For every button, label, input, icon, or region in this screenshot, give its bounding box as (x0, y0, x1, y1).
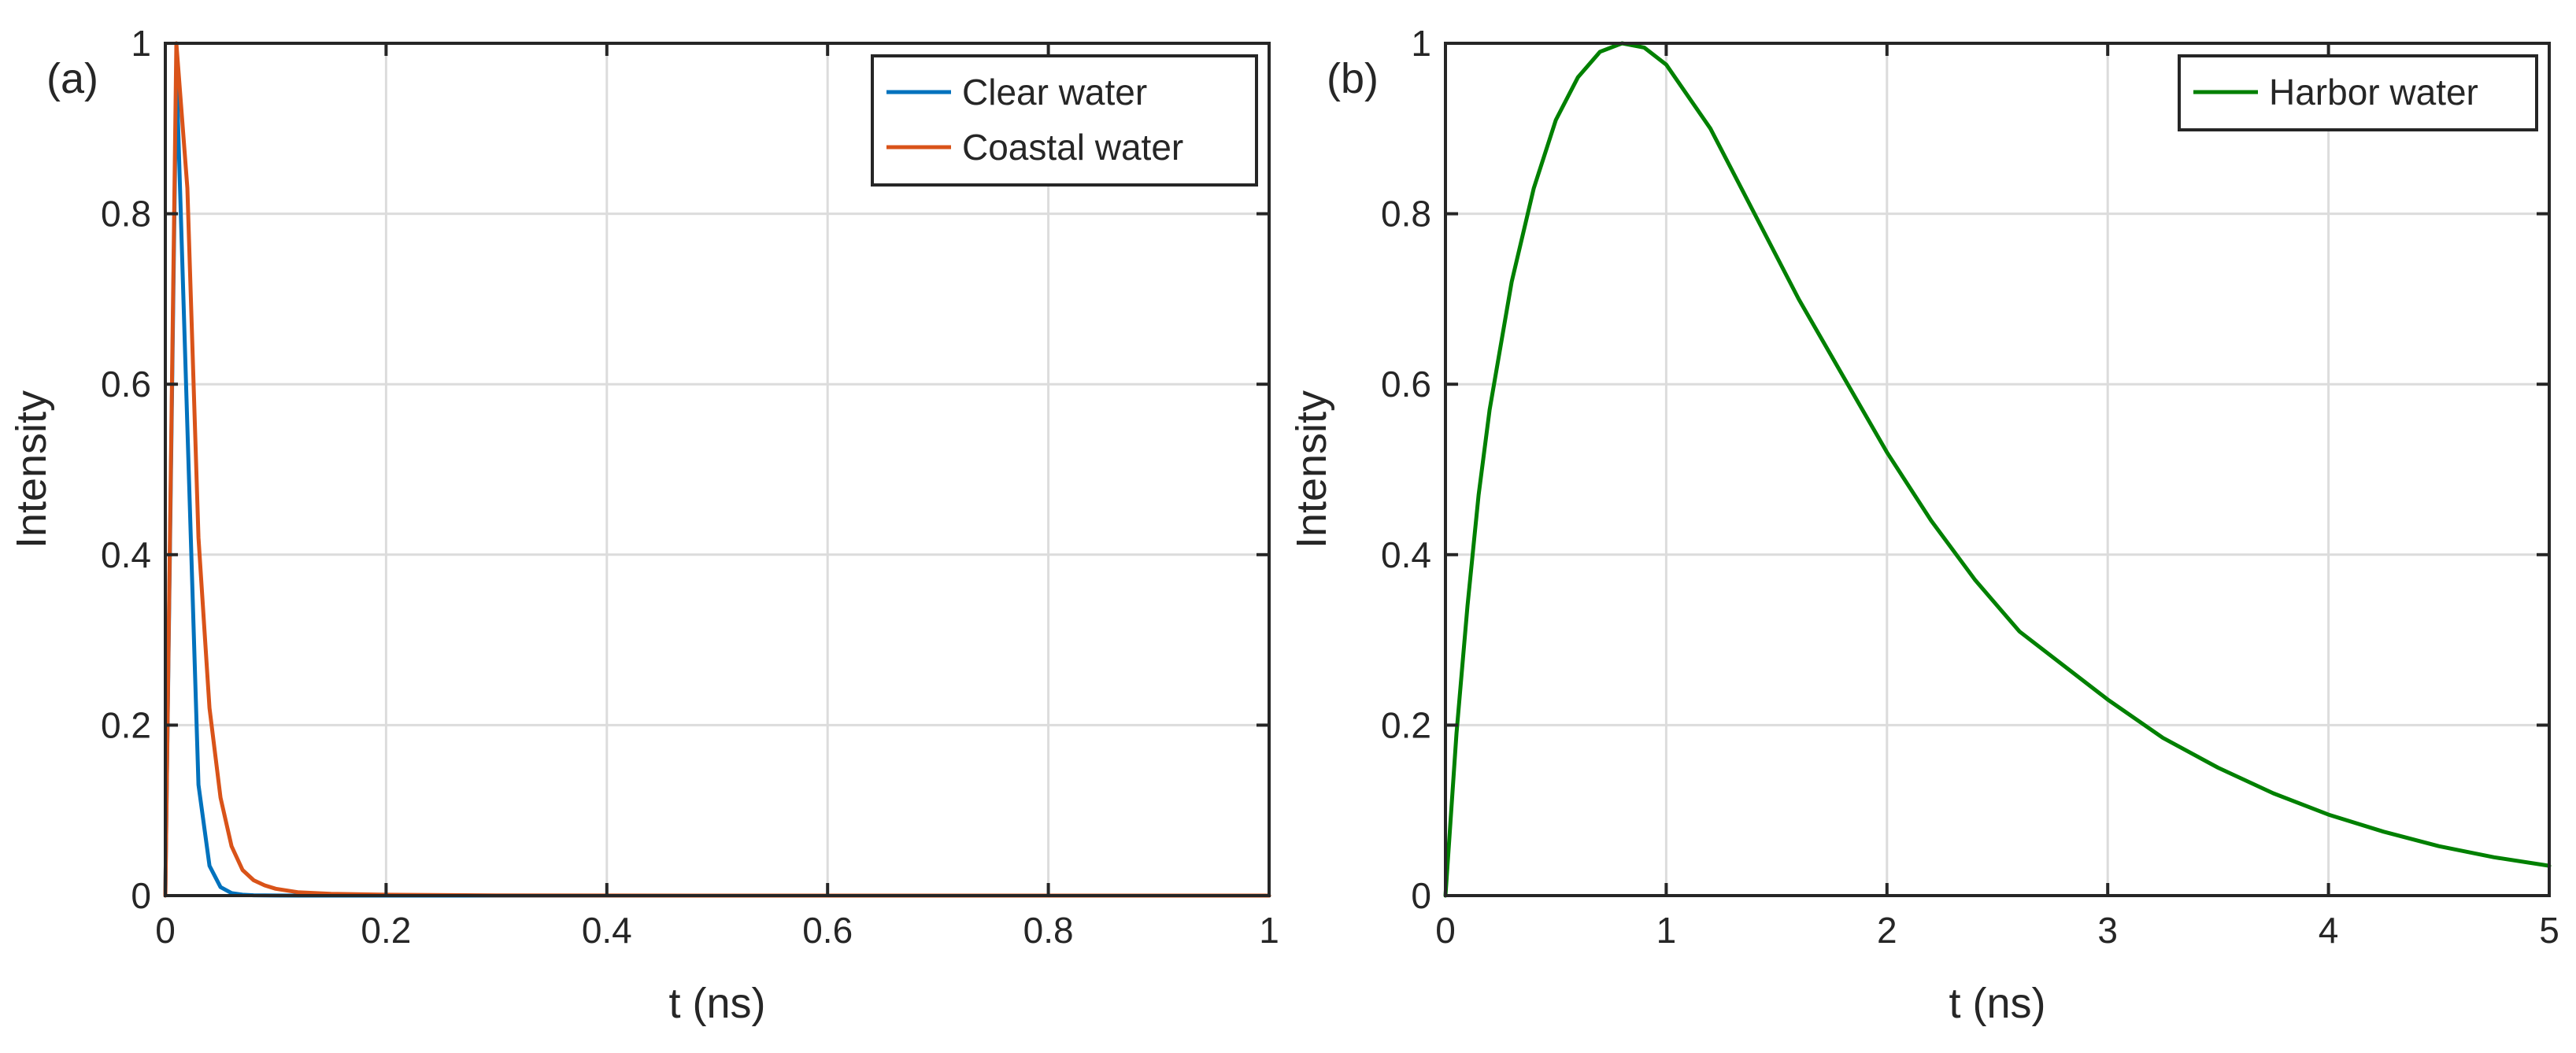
plot-area (1445, 43, 2549, 896)
y-tick-label: 0.4 (1381, 534, 1431, 575)
y-tick-label: 0.8 (1381, 194, 1431, 235)
y-tick-label: 1 (131, 23, 151, 64)
x-tick-label: 0 (1435, 910, 1456, 951)
x-tick-label: 1 (1259, 910, 1279, 951)
x-tick-label: 5 (2539, 910, 2559, 951)
legend-label-clear-water: Clear water (962, 72, 1147, 113)
y-tick-label: 0.6 (1381, 364, 1431, 405)
x-tick-label: 0.4 (582, 910, 632, 951)
x-tick-label: 0.6 (802, 910, 853, 951)
y-axis-label: Intensity (8, 390, 55, 549)
series-line-harbor-water (1443, 41, 2552, 898)
legend-box (871, 54, 1258, 187)
x-tick-label: 1 (1656, 910, 1677, 951)
panel-a: 0 0.2 0.4 0.6 0.8 1 0 0.2 0.4 0.6 0.8 1 t (ns) Intens… (8, 23, 1279, 1027)
panel-label: (a) (46, 55, 98, 102)
y-tick-label: 0.2 (101, 704, 151, 745)
y-tick-label: 0.2 (1381, 704, 1431, 745)
y-axis-label: Intensity (1288, 390, 1335, 549)
x-tick-label: 0.8 (1023, 910, 1074, 951)
x-tick-label: 2 (1877, 910, 1897, 951)
y-tick-label: 0 (1411, 875, 1431, 916)
x-axis-label: t (ns) (1949, 980, 2045, 1027)
x-axis-label: t (ns) (668, 980, 765, 1027)
x-tick-label: 0 (155, 910, 176, 951)
y-tick-label: 0.4 (101, 534, 151, 575)
legend: Clear water Coastal water (871, 54, 1258, 187)
legend-label-coastal-water: Coastal water (962, 127, 1183, 168)
y-tick-label: 0.8 (101, 194, 151, 235)
x-tick-label: 4 (2319, 910, 2339, 951)
y-tick-label: 0 (131, 875, 151, 916)
legend-label-harbor-water: Harbor water (2269, 72, 2478, 113)
panel-b: 0 1 2 3 4 5 0 0.2 0.4 0.6 0.8 1 t (ns) Intensity (b) Ha… (1288, 23, 2559, 1027)
axes-box (1444, 42, 2551, 897)
y-tick-label: 0.6 (101, 364, 151, 405)
legend: Harbor water (2178, 54, 2538, 131)
axes-box (164, 42, 1271, 897)
y-tick-label: 1 (1411, 23, 1431, 64)
x-tick-label: 0.2 (361, 910, 411, 951)
x-tick-label: 3 (2097, 910, 2118, 951)
panel-label: (b) (1327, 55, 1379, 102)
